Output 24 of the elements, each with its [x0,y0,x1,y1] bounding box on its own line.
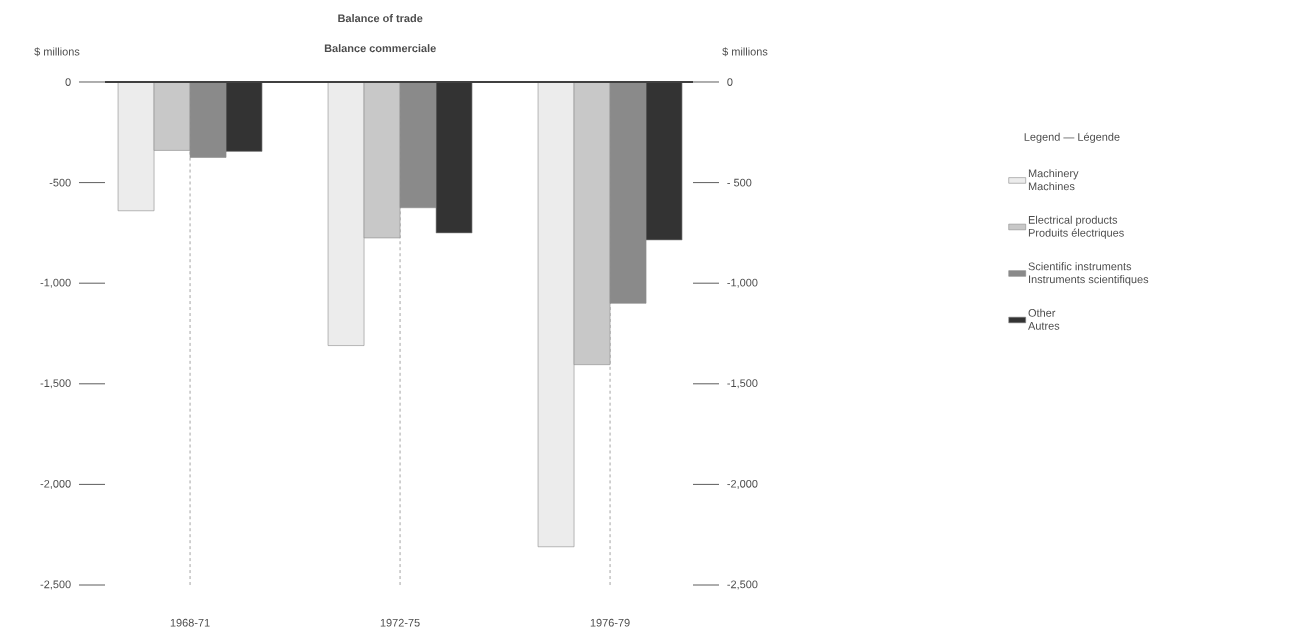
y2-tick-label: -1,000 [727,278,758,288]
x-tick-label: 1972-75 [380,618,420,627]
y2-tick-label: - 500 [727,178,752,187]
y-tick-label: -500 [49,178,71,187]
legend-title: Legend — Légende [1024,132,1120,143]
y2-tick-label: 0 [727,78,733,86]
y2-tick-label: -2,000 [727,479,758,489]
legend-label: Scientific instruments Instruments scientifiques [1028,262,1149,286]
y2-tick-label: -1,500 [727,379,758,389]
y-tick-label: -1,000 [40,278,71,288]
x-tick-label: 1976-79 [590,618,630,627]
y-tick-label: -2,500 [40,580,71,590]
y-tick-label: 0 [65,78,71,86]
chart-title: Balance of trade [338,14,423,23]
y-tick-label: -2,000 [40,479,71,489]
y-axis-title: $ millions [34,47,80,57]
chart-subtitle: Balance commerciale [324,44,436,53]
y-tick-label: -1,500 [40,379,71,389]
legend-label: Electrical products Produits électriques [1028,215,1124,239]
legend-label: Machinery Machines [1028,169,1079,191]
x-tick-label: 1968-71 [170,618,210,627]
y2-tick-label: -2,500 [727,580,758,590]
y2-axis-title: $ millions [722,47,768,57]
legend-label: Other Autres [1028,308,1060,330]
